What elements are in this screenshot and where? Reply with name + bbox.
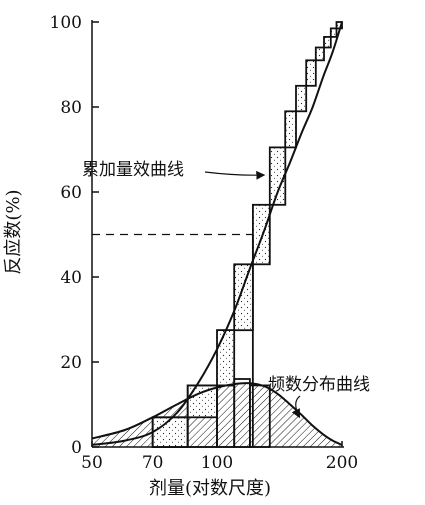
y-tick-label-40: 40 [60, 268, 82, 288]
cumulative-bar-1 [151, 416, 189, 448]
y-tick-label-0: 0 [71, 438, 82, 458]
cumulative-bar-7 [284, 110, 297, 149]
cumulative-bar-9 [305, 59, 317, 87]
cumulative-bar-6 [268, 146, 287, 206]
axes [91, 20, 344, 448]
tick-labels: 0 20 40 60 80 100 50 70 100 200 [50, 13, 359, 473]
y-axis-label: 反应数(%) [3, 189, 24, 274]
annotation-frequency-arrow [291, 395, 301, 419]
frequency-curve-line [91, 382, 343, 446]
annotation-frequency-label: 频数分布曲线 [268, 375, 370, 395]
annotation-cumulative-label: 累加量效曲线 [82, 160, 184, 180]
x-tick-label-200: 200 [326, 453, 358, 473]
y-tick-label-80: 80 [60, 98, 82, 118]
annotation-cumulative-arrow [204, 170, 266, 180]
cumulative-bar-3 [216, 329, 236, 387]
y-tick-label-100: 100 [50, 13, 82, 33]
cumulative-bar-2 [186, 384, 218, 419]
reference-lines [92, 233, 254, 447]
y-tick-label-20: 20 [60, 353, 82, 373]
cumulative-bar-4 [233, 263, 254, 332]
x-axis-label: 剂量(对数尺度) [149, 478, 271, 499]
x-tick-label-100: 100 [201, 453, 233, 473]
cumulative-curve-line [91, 21, 343, 446]
y-tick-label-60: 60 [60, 183, 82, 203]
cumulative-bar-10 [314, 46, 325, 62]
cumulative-bar-8 [295, 84, 308, 113]
x-tick-label-70: 70 [142, 453, 164, 473]
curves [91, 21, 343, 446]
x-tick-label-50: 50 [81, 453, 103, 473]
cumulative-bar-12 [329, 27, 338, 38]
cumulative-bar-11 [323, 36, 332, 49]
